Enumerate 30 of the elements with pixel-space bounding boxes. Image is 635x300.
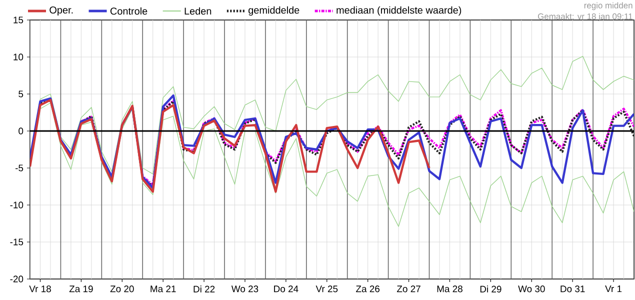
legend-label: Leden [184, 7, 212, 15]
x-tick-label: Vr 18 [29, 286, 51, 292]
legend-label: Controle [110, 7, 148, 15]
x-tick-label: Ma 28 [437, 286, 462, 292]
x-tick-label: Di 29 [480, 286, 502, 292]
y-tick-label: 5 [18, 90, 24, 98]
x-tick-label: Do 31 [560, 286, 585, 292]
y-tick-label: -20 [10, 276, 24, 282]
y-tick-label: 0 [18, 128, 24, 134]
legend-label: Oper. [50, 6, 73, 16]
x-tick-label: Zo 27 [396, 286, 420, 292]
x-tick-label: Vr 25 [316, 286, 338, 292]
x-tick-label: Wo 23 [231, 286, 258, 292]
x-tick-label: Vr 1 [605, 286, 622, 292]
y-tick-label: -15 [10, 238, 24, 246]
text: regio midden [584, 2, 632, 10]
legend-label: gemiddelde [248, 6, 300, 16]
y-tick-label: 15 [14, 16, 24, 24]
x-tick-label: Wo 30 [518, 286, 545, 292]
y-tick-label: 10 [14, 54, 24, 60]
x-tick-label: Zo 20 [110, 286, 134, 292]
x-tick-label: Do 24 [274, 286, 298, 292]
y-tick-label: -10 [10, 202, 24, 208]
x-tick-label: Ma 21 [150, 286, 176, 292]
legend-label: mediaan (middelste waarde) [336, 6, 462, 16]
x-tick-label: Za 19 [69, 286, 93, 292]
x-tick-label: Di 22 [194, 286, 215, 292]
y-tick-label: -5 [15, 164, 24, 172]
x-tick-label: Za 26 [356, 286, 380, 292]
annotation: Gemaakt: vr 18 jan 09:11 [538, 13, 632, 22]
